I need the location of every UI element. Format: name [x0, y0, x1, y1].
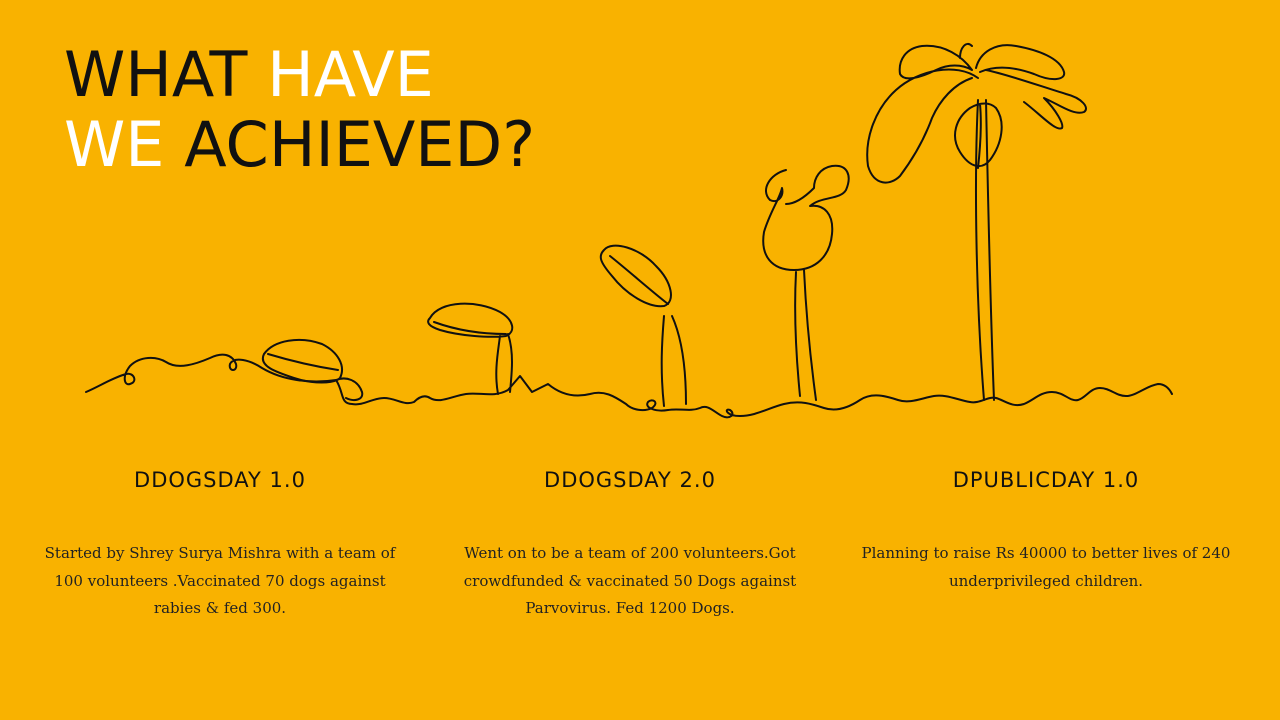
- title-line-1: WHAT HAVE: [64, 40, 535, 110]
- title-word-we: WE: [64, 108, 165, 181]
- milestone-heading: DPUBLICDAY 1.0: [952, 468, 1140, 492]
- title-line-2: WE ACHIEVED?: [64, 110, 535, 180]
- milestone-heading: DDOGSDAY 2.0: [544, 468, 716, 492]
- milestone-description: Started by Shrey Surya Mishra with a tea…: [44, 544, 396, 617]
- milestone-description: Planning to raise Rs 40000 to better liv…: [861, 544, 1231, 590]
- title-word-achieved: ACHIEVED?: [184, 108, 536, 181]
- sprout-icon: [427, 302, 514, 395]
- bud-plant-icon: [762, 164, 850, 401]
- milestone-ddogsday-2: DDOGSDAY 2.0 Went on to be a team of 200…: [440, 466, 820, 623]
- title-word-what: WHAT: [64, 38, 248, 111]
- seed-icon: [261, 338, 364, 401]
- milestone-dpublicday-1: DPUBLICDAY 1.0 Planning to raise Rs 4000…: [856, 466, 1236, 595]
- milestone-description: Went on to be a team of 200 volunteers.G…: [463, 544, 797, 617]
- page-title: WHAT HAVE WE ACHIEVED?: [64, 40, 535, 180]
- ground-line-icon: [85, 353, 1173, 419]
- milestone-heading: DDOGSDAY 1.0: [134, 468, 306, 492]
- title-word-have: HAVE: [267, 38, 434, 111]
- young-plant-icon: [599, 244, 687, 407]
- milestone-ddogsday-1: DDOGSDAY 1.0 Started by Shrey Surya Mish…: [30, 466, 410, 623]
- tree-icon: [866, 42, 1087, 401]
- plant-growth-illustration: [85, 42, 1173, 419]
